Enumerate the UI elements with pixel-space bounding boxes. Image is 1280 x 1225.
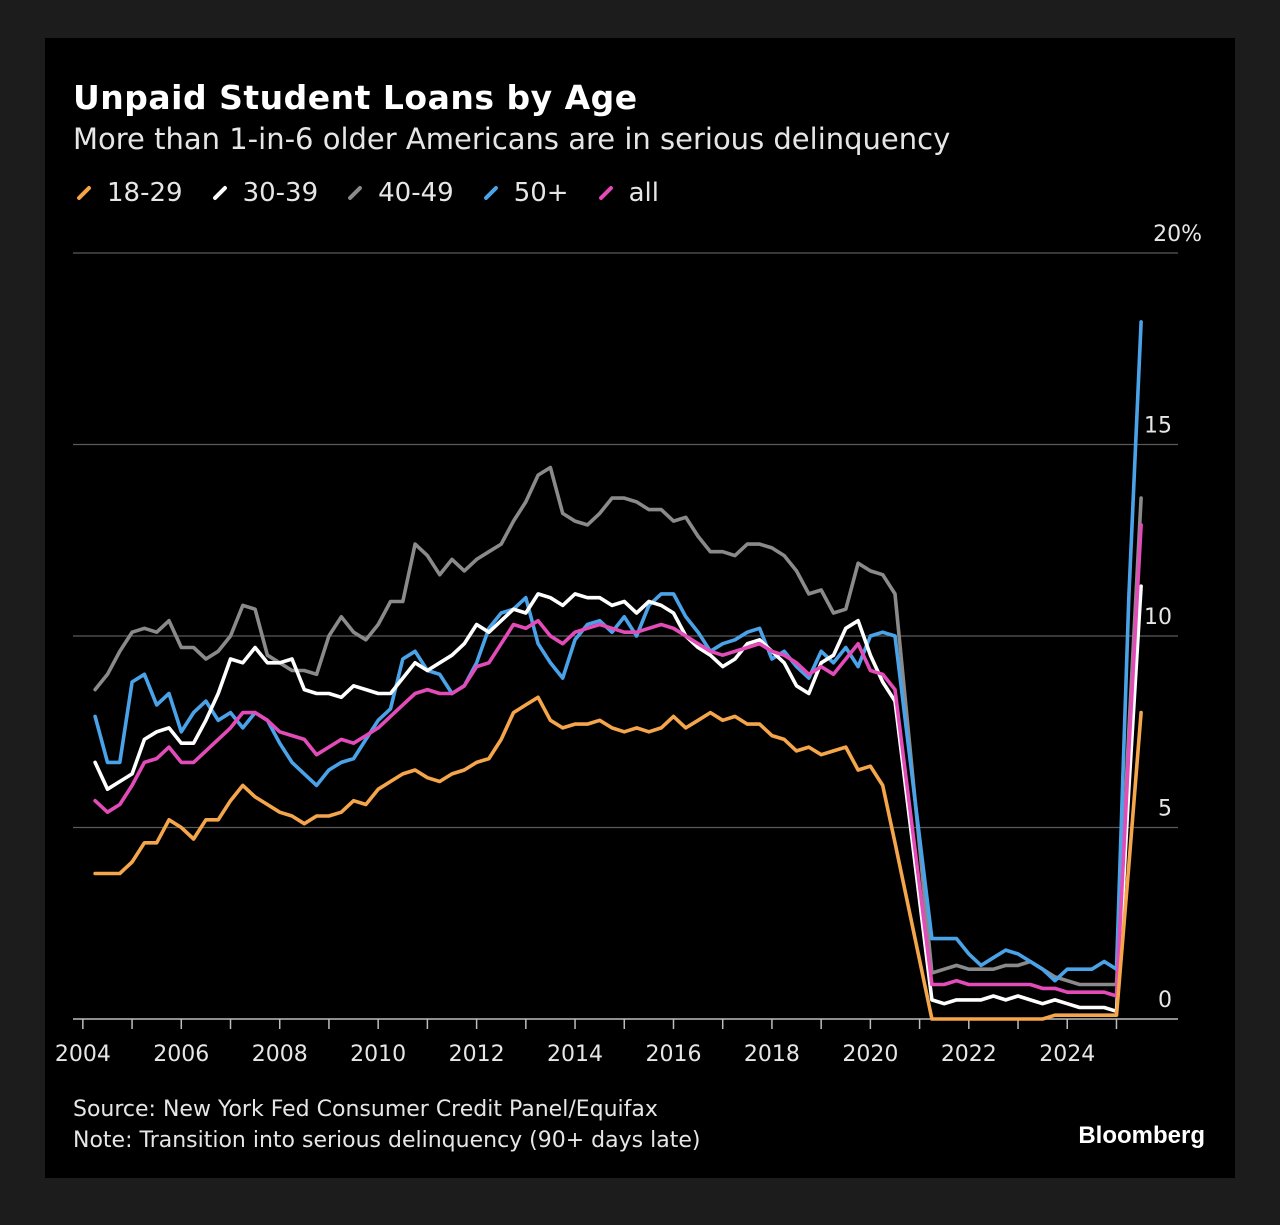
line-chart: 0 5 10 15 20% 2004 2006 2008 2010 2012 2014 2016 201… [55,222,1202,1067]
x-tick-label: 2022 [941,1042,997,1067]
legend-item-40-49: 40-49 [346,178,454,208]
legend-label-50plus: 50+ [513,178,569,208]
x-tick-label: 2004 [55,1042,111,1067]
legend-item-30-39: 30-39 [211,178,319,208]
chart-subtitle: More than 1-in-6 older Americans are in … [73,122,951,156]
x-tick-label: 2018 [744,1042,800,1067]
y-tick-label: 15 [1144,414,1172,439]
chart-title: Unpaid Student Loans by Age [73,78,638,117]
source-note: Source: New York Fed Consumer Credit Pan… [73,1097,658,1122]
legend-item-50plus: 50+ [482,178,569,208]
y-tick-label: 5 [1158,797,1172,822]
x-tick-label: 2020 [842,1042,898,1067]
series-line-18-29 [93,695,1143,1021]
x-tick-label: 2012 [449,1042,505,1067]
y-tick-label: 20% [1153,222,1202,247]
footer-notes: Source: New York Fed Consumer Credit Pan… [73,1094,700,1156]
x-tick-label: 2024 [1039,1042,1095,1067]
series-line-30-39 [93,584,1143,1014]
y-tick-label: 0 [1158,988,1172,1013]
legend-label-40-49: 40-49 [378,178,454,208]
bloomberg-logo: Bloomberg [1078,1122,1205,1149]
legend-label-all: all [628,178,659,208]
legend-item-all: all [597,178,659,208]
legend: 18-29 30-39 40-49 50+ all [75,178,659,208]
legend-label-30-39: 30-39 [242,178,319,208]
x-tick-label: 2016 [645,1042,701,1067]
legend-label-18-29: 18-29 [107,178,183,208]
x-tick-label: 2014 [547,1042,603,1067]
y-tick-label: 10 [1144,605,1172,630]
legend-item-18-29: 18-29 [75,178,183,208]
x-tick-label: 2006 [153,1042,209,1067]
x-tick-label: 2010 [350,1042,406,1067]
x-tick-label: 2008 [252,1042,308,1067]
series-line-40-49 [93,465,1143,987]
series-line-all [93,523,1143,998]
definition-note: Note: Transition into serious delinquenc… [73,1128,701,1153]
chart-card: Unpaid Student Loans by Age More than 1-… [45,38,1235,1178]
